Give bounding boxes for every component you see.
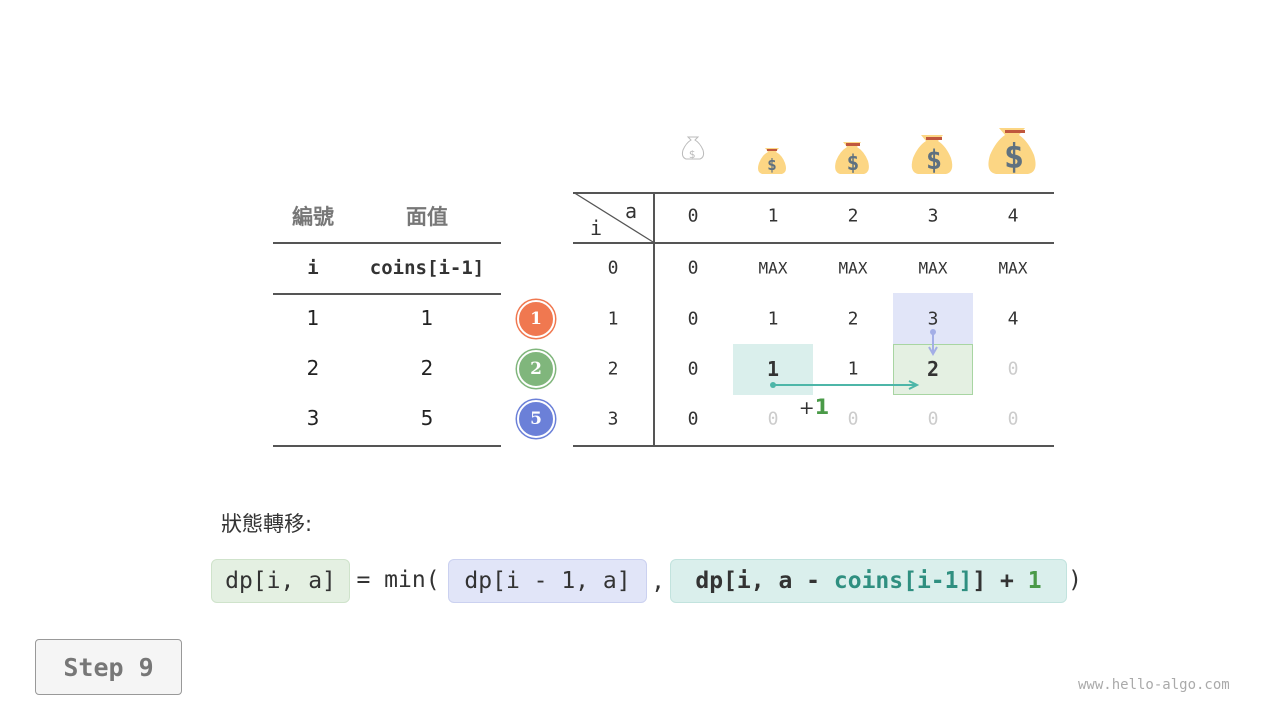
dp-cell: MAX	[918, 258, 948, 278]
row-header: 2	[607, 358, 619, 380]
header-index: 編號	[292, 205, 334, 229]
money-bag-icon-4: $	[988, 128, 1036, 177]
footer-url: www.hello-algo.com	[1078, 677, 1230, 693]
dp-cell: 0	[687, 358, 699, 380]
column-header: 2	[847, 205, 859, 227]
row-header: 1	[607, 308, 619, 330]
corner-label-a: a	[624, 199, 638, 223]
dp-cell: 2	[847, 308, 859, 330]
dp-cell: 0	[687, 257, 699, 279]
dp-cell: 0	[687, 408, 699, 430]
dp-cell: 0	[847, 408, 859, 430]
subheader-coins: coins[i-1]	[369, 257, 485, 279]
coin-badge-2: 2	[517, 350, 555, 388]
dp-cell: 0	[927, 408, 939, 430]
svg-text:$: $	[926, 145, 942, 176]
divider	[273, 293, 501, 295]
svg-text:$: $	[1004, 137, 1024, 177]
dp-cell: 0	[1007, 358, 1019, 380]
row-header: 3	[607, 408, 619, 430]
column-header: 1	[767, 205, 779, 227]
dp-cell: 1	[767, 308, 779, 330]
corner-diagonal	[573, 192, 654, 243]
corner-label-i: i	[589, 216, 603, 240]
svg-text:$: $	[689, 148, 696, 161]
dp-cell: 3	[927, 308, 939, 330]
dp-cell: 0	[1007, 408, 1019, 430]
dp-cell: 0	[687, 308, 699, 330]
transition-label: 狀態轉移:	[221, 512, 313, 536]
subheader-i: i	[307, 257, 319, 279]
money-bag-icon-empty: $	[681, 136, 705, 161]
money-bag-icons: $ $ $ $ $	[681, 128, 1036, 177]
divider	[273, 242, 501, 244]
dp-cell: MAX	[758, 258, 788, 278]
money-bag-icon-1: $	[758, 148, 786, 174]
dp-cell: 1	[766, 357, 780, 381]
column-header: 0	[687, 205, 699, 227]
formula-comma: ,	[651, 569, 665, 595]
formula-lhs: dp[i, a]	[211, 559, 350, 603]
header-value: 面值	[406, 205, 448, 229]
coin-index: 2	[306, 356, 320, 380]
formula-close: )	[1068, 567, 1082, 593]
coin-value: 2	[420, 356, 434, 380]
formula-option-2: dp[i, a - coins[i-1]] + 1	[670, 559, 1067, 603]
dp-cell: 4	[1007, 308, 1019, 330]
svg-text:$: $	[767, 155, 777, 174]
column-header: 4	[1007, 205, 1019, 227]
money-bag-icon-3: $	[911, 135, 953, 176]
dp-cell: MAX	[838, 258, 868, 278]
divider	[273, 445, 501, 447]
money-bag-icon-2: $	[835, 142, 869, 175]
column-header: 3	[927, 205, 939, 227]
formula-option-1: dp[i - 1, a]	[448, 559, 647, 603]
dp-cell: 0	[767, 408, 779, 430]
dp-cell: 2	[926, 357, 940, 381]
row-header: 0	[607, 257, 619, 279]
dp-cell: 1	[847, 358, 859, 380]
coin-value: 5	[420, 406, 434, 430]
formula-min: = min(	[356, 567, 440, 593]
dp-cell: MAX	[998, 258, 1028, 278]
coin-index: 1	[306, 306, 320, 330]
coin-badge-5: 5	[517, 400, 555, 438]
svg-text:$: $	[847, 151, 860, 175]
coin-value: 1	[420, 306, 434, 330]
plus-one-label: +1	[798, 395, 830, 419]
coin-badge-1: 1	[517, 300, 555, 338]
coin-index: 3	[306, 406, 320, 430]
step-button[interactable]: Step 9	[35, 639, 182, 695]
